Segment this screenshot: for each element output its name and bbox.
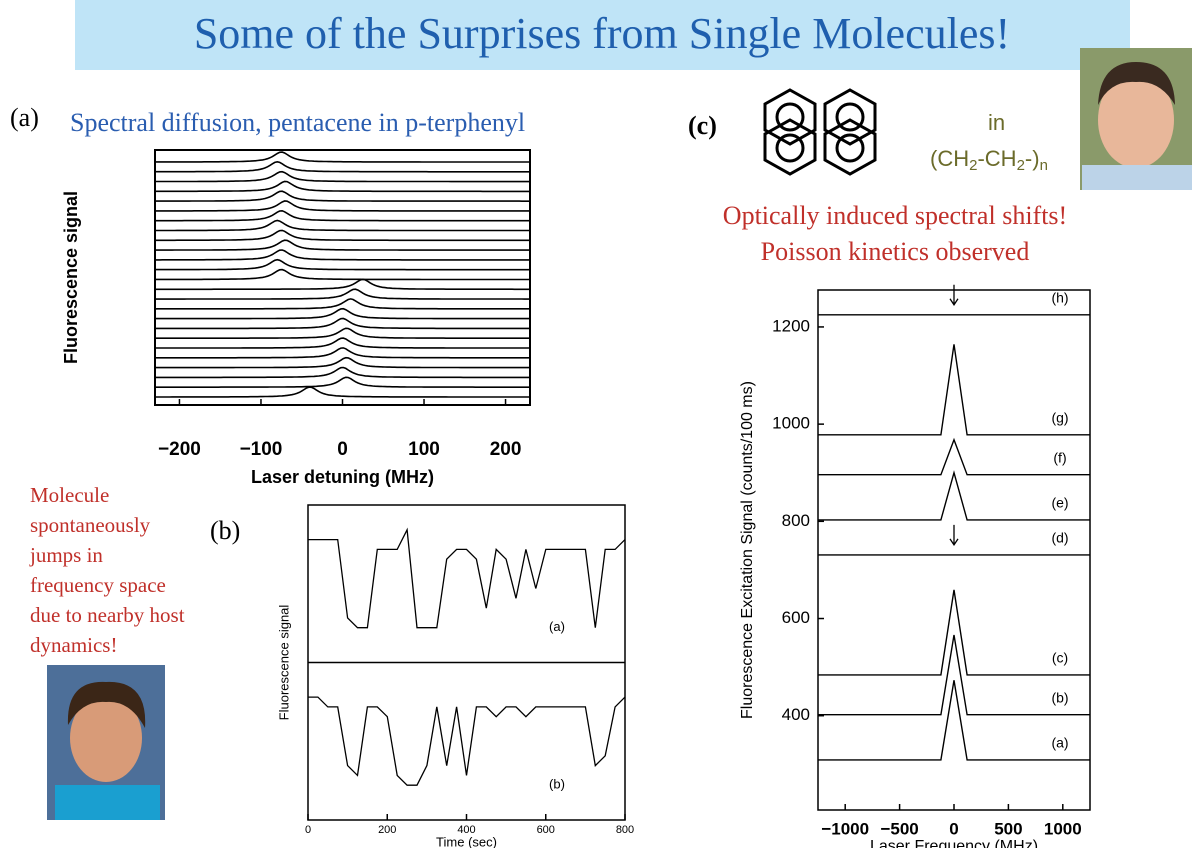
left-note: Molecule bbox=[30, 483, 109, 507]
trace-label: (e) bbox=[1051, 495, 1068, 511]
x-tick-label: 400 bbox=[457, 824, 475, 836]
spectrum-trace bbox=[155, 288, 530, 300]
y-tick-label: 1000 bbox=[772, 414, 810, 433]
excitation-trace bbox=[818, 437, 1090, 476]
spectrum-trace bbox=[155, 337, 530, 349]
spectrum-trace bbox=[155, 151, 530, 163]
x-tick-label: 1000 bbox=[1044, 819, 1082, 838]
y-tick-label: 400 bbox=[782, 705, 810, 724]
x-tick-label: 200 bbox=[378, 824, 396, 836]
y-axis-label: Fluorescence signal bbox=[276, 605, 291, 721]
spectrum-trace bbox=[155, 366, 530, 379]
spectrum-trace bbox=[155, 170, 530, 183]
excitation-trace bbox=[818, 680, 1090, 761]
time-trace bbox=[308, 527, 626, 629]
trace-label: (g) bbox=[1051, 410, 1068, 426]
x-tick-label: 0 bbox=[337, 439, 348, 460]
y-tick-label: 600 bbox=[782, 608, 810, 627]
spectrum-trace bbox=[155, 239, 530, 251]
x-axis-label: Laser Frequency (MHz) bbox=[870, 838, 1038, 848]
spectrum-trace bbox=[155, 209, 530, 222]
x-tick-label: −100 bbox=[240, 439, 283, 460]
left-note: spontaneously bbox=[30, 513, 151, 537]
x-tick-label: 100 bbox=[408, 439, 440, 460]
host-formula: (CH2-CH2-)n bbox=[930, 146, 1048, 174]
trace-label: (d) bbox=[1051, 530, 1068, 546]
x-axis-label: Laser detuning (MHz) bbox=[251, 467, 434, 487]
x-tick-label: 500 bbox=[994, 819, 1022, 838]
y-tick-label: 1200 bbox=[772, 316, 810, 335]
x-tick-label: 800 bbox=[616, 824, 634, 836]
trace-label: (f) bbox=[1053, 449, 1066, 465]
formula-part: -CH bbox=[977, 146, 1016, 171]
host-word: in bbox=[988, 110, 1005, 135]
spectrum-trace bbox=[155, 356, 530, 369]
excitation-trace bbox=[818, 344, 1090, 436]
x-tick-label: −500 bbox=[880, 819, 918, 838]
left-note: dynamics! bbox=[30, 633, 117, 657]
excitation-trace bbox=[818, 470, 1090, 521]
spectrum-trace bbox=[155, 307, 530, 320]
spectrum-trace bbox=[155, 376, 530, 388]
time-trace bbox=[308, 696, 626, 786]
spectrum-trace bbox=[155, 347, 530, 359]
panel-label: (c) bbox=[688, 111, 717, 140]
trace-label: (b) bbox=[549, 776, 565, 791]
arrow bbox=[949, 284, 959, 306]
panel-caption: Spectral diffusion, pentacene in p-terph… bbox=[70, 108, 525, 137]
spectrum-trace bbox=[154, 298, 530, 310]
spectrum-trace bbox=[155, 200, 530, 212]
plot-frame bbox=[154, 149, 531, 406]
spectrum-trace bbox=[155, 278, 530, 291]
y-axis-label: Fluorescence Excitation Signal (counts/1… bbox=[739, 381, 756, 719]
trace-label: (a) bbox=[549, 619, 565, 634]
formula-part: (CH bbox=[930, 146, 969, 171]
spectrum-trace bbox=[155, 160, 530, 173]
y-tick-label: 800 bbox=[782, 511, 810, 530]
x-tick-label: 600 bbox=[537, 824, 555, 836]
x-tick-label: −200 bbox=[158, 439, 201, 460]
spectrum-trace bbox=[155, 180, 530, 193]
spectrum-trace bbox=[155, 317, 530, 330]
y-axis-label: Fluorescence signal bbox=[61, 191, 81, 364]
spectrum-trace bbox=[155, 249, 530, 261]
photo-bottom-left bbox=[47, 665, 165, 820]
trace-label: (a) bbox=[1051, 735, 1068, 751]
left-note: jumps in bbox=[29, 543, 103, 567]
x-tick-label: 200 bbox=[490, 439, 522, 460]
photo-top-right bbox=[1080, 48, 1192, 190]
spectrum-trace bbox=[155, 229, 530, 242]
formula-sub: 2 bbox=[969, 157, 977, 174]
red-note: Poisson kinetics observed bbox=[761, 237, 1030, 266]
x-tick-label: −1000 bbox=[821, 819, 869, 838]
spectrum-trace bbox=[155, 219, 530, 232]
spectrum-trace bbox=[155, 268, 530, 281]
spectrum-trace bbox=[155, 327, 530, 339]
panel-label: (a) bbox=[10, 103, 39, 132]
x-tick-label: 0 bbox=[305, 824, 311, 836]
left-note: frequency space bbox=[30, 573, 166, 597]
formula-sub: n bbox=[1040, 157, 1048, 174]
excitation-trace bbox=[818, 634, 1090, 716]
spectrum-trace bbox=[155, 258, 530, 271]
spectrum-trace bbox=[155, 386, 530, 398]
formula-part: -) bbox=[1025, 146, 1040, 171]
plot-frame bbox=[817, 289, 1091, 811]
formula-sub: 2 bbox=[1017, 157, 1025, 174]
x-axis-label: Time (sec) bbox=[436, 834, 497, 848]
trace-label: (b) bbox=[1051, 689, 1068, 705]
left-note: due to nearby host bbox=[30, 603, 185, 627]
trace-label: (c) bbox=[1052, 650, 1068, 666]
slide-title: Some of the Surprises from Single Molecu… bbox=[194, 9, 1010, 58]
title-bar bbox=[75, 0, 1130, 70]
panel-label: (b) bbox=[210, 516, 240, 545]
molecule bbox=[763, 88, 877, 176]
red-note: Optically induced spectral shifts! bbox=[723, 201, 1067, 230]
excitation-trace bbox=[818, 589, 1090, 676]
arrow bbox=[949, 524, 959, 547]
trace-label: (h) bbox=[1051, 289, 1068, 305]
spectrum-trace bbox=[155, 190, 530, 202]
x-tick-label: 0 bbox=[949, 819, 958, 838]
